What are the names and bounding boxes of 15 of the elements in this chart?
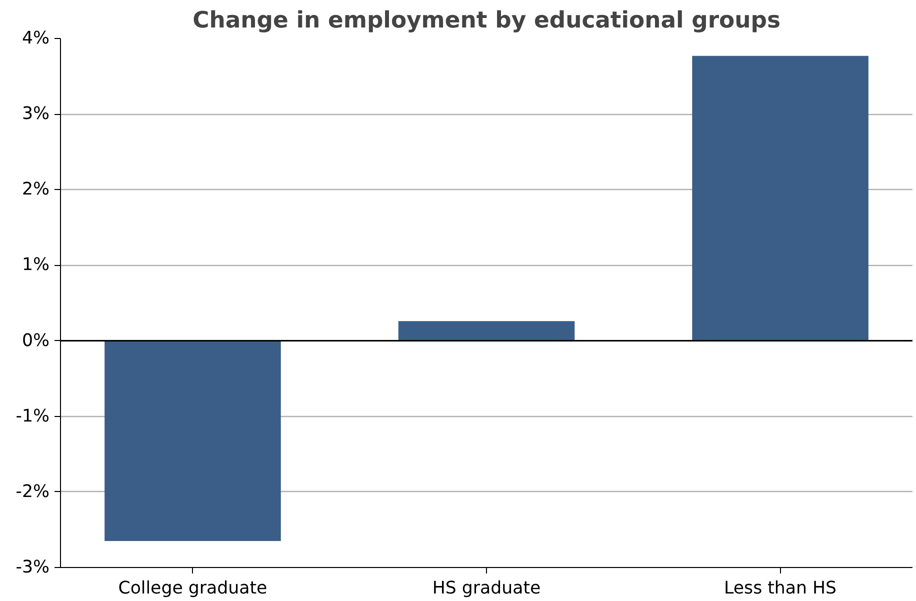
bar bbox=[104, 340, 281, 542]
y-tick-label: 3% bbox=[22, 104, 50, 124]
y-tick-label: -2% bbox=[16, 482, 50, 502]
x-tick-label: Less than HS bbox=[724, 578, 837, 598]
y-tick-label: 0% bbox=[22, 330, 50, 351]
x-tick-label: HS graduate bbox=[432, 578, 541, 598]
bar bbox=[398, 321, 575, 341]
y-tick-label: 4% bbox=[22, 28, 50, 48]
y-tick-label: 2% bbox=[22, 180, 50, 200]
y-tick-label: -1% bbox=[16, 406, 50, 426]
x-tick-label: College graduate bbox=[118, 578, 268, 598]
y-tick-label: 1% bbox=[22, 255, 50, 276]
chart-title: Change in employment by educational groups bbox=[192, 8, 780, 34]
bar bbox=[692, 56, 868, 341]
y-tick-label: -3% bbox=[16, 558, 50, 578]
